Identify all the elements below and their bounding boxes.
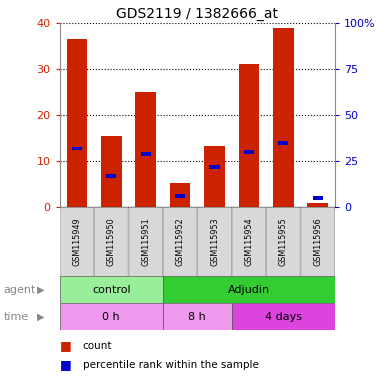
Bar xyxy=(313,196,323,200)
Bar xyxy=(239,64,259,207)
Text: GSM115950: GSM115950 xyxy=(107,218,116,266)
Text: ▶: ▶ xyxy=(37,312,44,322)
Text: GSM115949: GSM115949 xyxy=(72,218,81,266)
Text: count: count xyxy=(83,341,112,351)
Text: ■: ■ xyxy=(60,358,72,371)
Text: 0 h: 0 h xyxy=(102,312,120,322)
Bar xyxy=(106,174,116,178)
Text: agent: agent xyxy=(4,285,36,295)
FancyBboxPatch shape xyxy=(163,207,197,276)
Bar xyxy=(307,203,328,207)
FancyBboxPatch shape xyxy=(60,207,94,276)
Bar xyxy=(60,303,163,330)
Text: GSM115952: GSM115952 xyxy=(176,218,185,266)
Text: percentile rank within the sample: percentile rank within the sample xyxy=(83,360,259,370)
FancyBboxPatch shape xyxy=(94,207,128,276)
Bar xyxy=(72,147,82,150)
Text: ■: ■ xyxy=(60,339,72,352)
Text: 8 h: 8 h xyxy=(188,312,206,322)
Text: 4 days: 4 days xyxy=(265,312,302,322)
Bar xyxy=(170,184,191,207)
Text: time: time xyxy=(4,312,29,322)
FancyBboxPatch shape xyxy=(232,207,266,276)
Text: Adjudin: Adjudin xyxy=(228,285,270,295)
Bar xyxy=(101,136,122,207)
FancyBboxPatch shape xyxy=(129,207,162,276)
Bar xyxy=(163,276,335,303)
Text: GSM115956: GSM115956 xyxy=(313,218,322,266)
Bar xyxy=(204,146,225,207)
Title: GDS2119 / 1382666_at: GDS2119 / 1382666_at xyxy=(116,7,278,21)
Bar xyxy=(244,150,254,154)
Bar xyxy=(209,165,220,169)
Bar xyxy=(232,303,335,330)
FancyBboxPatch shape xyxy=(266,207,300,276)
FancyBboxPatch shape xyxy=(301,207,335,276)
Bar xyxy=(136,92,156,207)
Bar xyxy=(141,152,151,156)
Bar xyxy=(273,28,294,207)
Bar xyxy=(175,194,185,198)
Bar xyxy=(60,276,163,303)
Text: GSM115954: GSM115954 xyxy=(244,218,253,266)
Bar xyxy=(67,39,87,207)
FancyBboxPatch shape xyxy=(198,207,231,276)
Text: control: control xyxy=(92,285,131,295)
Text: GSM115951: GSM115951 xyxy=(141,218,150,266)
Text: ▶: ▶ xyxy=(37,285,44,295)
Text: GSM115953: GSM115953 xyxy=(210,218,219,266)
Bar xyxy=(278,141,288,145)
Bar xyxy=(163,303,232,330)
Text: GSM115955: GSM115955 xyxy=(279,218,288,266)
